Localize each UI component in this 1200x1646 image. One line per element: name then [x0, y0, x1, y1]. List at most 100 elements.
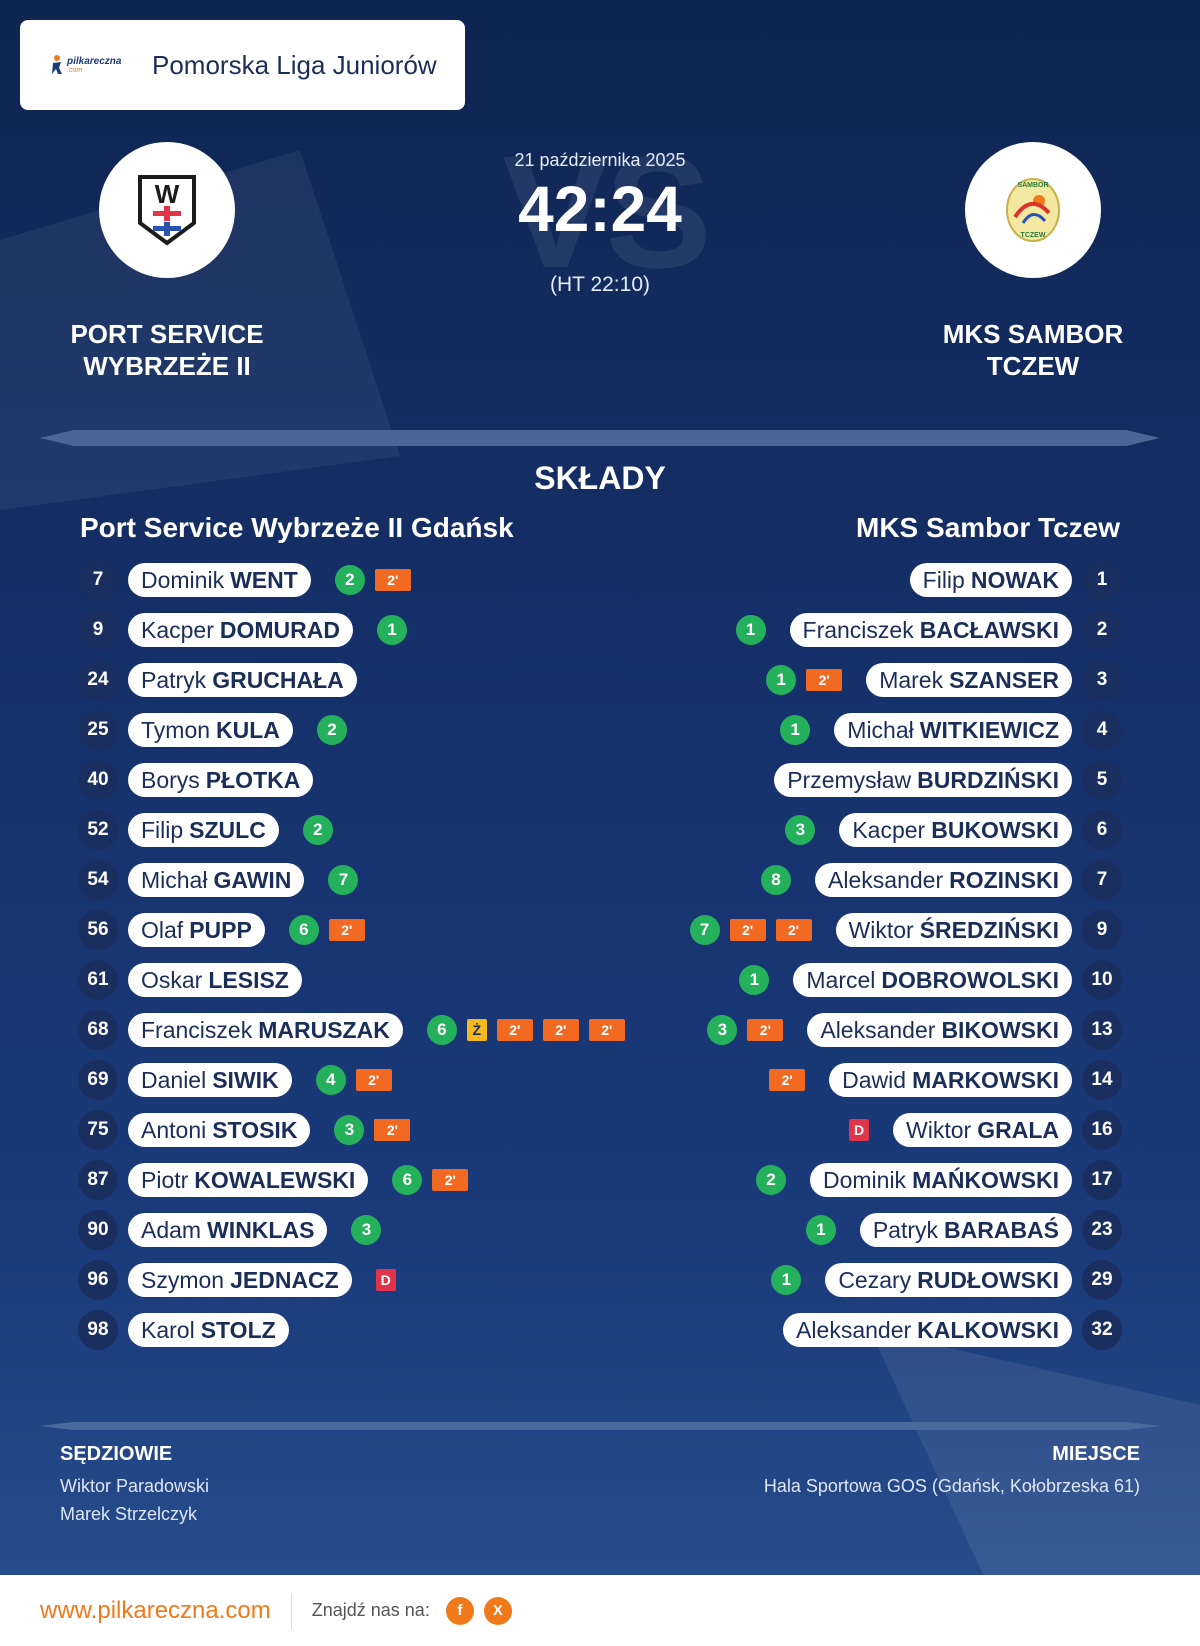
goals-badge: 1 — [771, 1265, 802, 1295]
player-name: Franciszek MARUSZAK — [128, 1013, 403, 1047]
player-last-name: WINKLAS — [207, 1216, 315, 1243]
player-events: 2' — [769, 1069, 806, 1091]
player-events: 1 — [805, 1215, 836, 1245]
goals-badge: 1 — [780, 715, 811, 745]
goals-badge: 8 — [761, 865, 792, 895]
player-first-name: Franciszek — [802, 616, 914, 643]
player-last-name: BACŁAWSKI — [919, 616, 1059, 643]
away-team-crest: SAMBOR TCZEW — [965, 142, 1101, 278]
player-number: 13 — [1082, 1010, 1122, 1050]
player-number: 10 — [1082, 960, 1122, 1000]
player-name: Piotr KOWALEWSKI — [128, 1163, 369, 1197]
crest-bottom-text: TCZEW — [1021, 232, 1046, 239]
player-row: 29 Cezary RUDŁOWSKI 1 — [771, 1260, 1122, 1300]
away-team-name: MKS SAMBOR TCZEW — [893, 318, 1173, 382]
goals-badge: 2 — [302, 815, 333, 845]
player-number: 17 — [1082, 1160, 1122, 1200]
section-title: SKŁADY — [534, 460, 666, 496]
player-row: 68 Franciszek MARUSZAK 6 Ż 2' 2' 2' — [78, 1010, 625, 1050]
player-last-name: MAŃKOWSKI — [912, 1166, 1059, 1193]
goals-badge: 4 — [315, 1065, 346, 1095]
player-name: Aleksander BIKOWSKI — [807, 1013, 1072, 1047]
suspension-badge: 2' — [747, 1019, 784, 1041]
goals-badge: 2 — [334, 565, 365, 595]
player-first-name: Oskar — [141, 966, 203, 993]
yellow-card-badge: Ż — [466, 1019, 487, 1041]
player-row: 16 Wiktor GRALA D — [849, 1110, 1122, 1150]
player-name: Michał GAWIN — [128, 863, 305, 897]
player-number: 25 — [78, 710, 118, 750]
suspension-badge: 2' — [769, 1069, 806, 1091]
facebook-icon[interactable]: f — [445, 1596, 474, 1625]
player-events: 7 — [328, 865, 359, 895]
suspension-badge: 2' — [374, 569, 411, 591]
player-row: 90 Adam WINKLAS 3 — [78, 1210, 382, 1250]
player-first-name: Cezary — [838, 1266, 912, 1293]
sambor-crest-icon: SAMBOR TCZEW — [1006, 178, 1060, 242]
player-row: 14 Dawid MARKOWSKI 2' — [769, 1060, 1122, 1100]
player-number: 7 — [78, 560, 118, 600]
player-first-name: Adam — [141, 1216, 202, 1243]
player-name: Franciszek BACŁAWSKI — [789, 613, 1072, 647]
player-events: 8 — [761, 865, 792, 895]
referee-name: Wiktor Paradowski — [60, 1476, 210, 1496]
halftime-score: (HT 22:10) — [550, 273, 650, 296]
suspension-badge: 2' — [542, 1019, 579, 1041]
player-first-name: Dominik — [141, 566, 225, 593]
player-number: 16 — [1082, 1110, 1122, 1150]
player-number: 29 — [1082, 1260, 1122, 1300]
site-link[interactable]: www.pilkareczna.com — [40, 1596, 271, 1624]
player-first-name: Aleksander — [796, 1316, 912, 1343]
player-name: Marcel DOBROWOLSKI — [793, 963, 1072, 997]
player-row: 96 Szymon JEDNACZ D — [78, 1260, 396, 1300]
player-number: 40 — [78, 760, 118, 800]
section-divider — [40, 430, 1160, 446]
player-last-name: GRALA — [977, 1116, 1059, 1143]
player-row: 2 Franciszek BACŁAWSKI 1 — [735, 610, 1122, 650]
pilkareczna-logo: pilkareczna .com — [50, 50, 130, 80]
player-events: 2 2' — [334, 565, 411, 595]
background-shape — [870, 1330, 1200, 1580]
player-name: Filip SZULC — [128, 813, 279, 847]
goals-badge: 7 — [689, 915, 720, 945]
home-team-crest: W — [99, 142, 235, 278]
player-row: 9 Wiktor ŚREDZIŃSKI 2' 2' 7 — [689, 910, 1122, 950]
player-name: Wiktor GRALA — [893, 1113, 1072, 1147]
player-events: 3 — [785, 815, 816, 845]
player-last-name: SZANSER — [949, 666, 1059, 693]
player-events: 3 2' — [334, 1115, 411, 1145]
wybrzeze-crest-icon: W — [138, 175, 196, 246]
player-first-name: Kacper — [852, 816, 926, 843]
player-first-name: Borys — [141, 766, 200, 793]
find-us-label: Znajdź nas na: — [311, 1600, 430, 1620]
crest-letter: W — [155, 179, 180, 209]
league-title: Pomorska Liga Juniorów — [152, 49, 437, 80]
player-last-name: BIKOWSKI — [941, 1016, 1059, 1043]
ball-player-icon — [52, 55, 62, 74]
player-number: 5 — [1082, 760, 1122, 800]
final-score: 42:24 — [518, 173, 682, 245]
player-name: Cezary RUDŁOWSKI — [825, 1263, 1072, 1297]
player-last-name: BURDZIŃSKI — [917, 766, 1059, 793]
player-first-name: Przemysław — [787, 766, 912, 793]
player-number: 75 — [78, 1110, 118, 1150]
player-first-name: Franciszek — [141, 1016, 253, 1043]
player-last-name: KALKOWSKI — [917, 1316, 1059, 1343]
player-last-name: STOSIK — [212, 1116, 298, 1143]
away-team-name-line2: TCZEW — [986, 351, 1080, 381]
player-events: 6 Ż 2' 2' 2' — [426, 1015, 625, 1045]
player-last-name: BARABAŚ — [944, 1216, 1059, 1243]
player-first-name: Dawid — [842, 1066, 907, 1093]
player-first-name: Tymon — [141, 716, 211, 743]
player-events: 1 — [780, 715, 811, 745]
player-first-name: Michał — [847, 716, 914, 743]
player-name: Oskar LESISZ — [128, 963, 302, 997]
player-number: 9 — [1082, 910, 1122, 950]
player-first-name: Filip — [922, 566, 965, 593]
player-last-name: PŁOTKA — [205, 766, 301, 793]
player-last-name: SZULC — [189, 816, 266, 843]
player-first-name: Dominik — [822, 1166, 907, 1193]
player-number: 3 — [1082, 660, 1122, 700]
player-name: Karol STOLZ — [128, 1313, 289, 1347]
x-icon[interactable]: X — [483, 1596, 512, 1625]
